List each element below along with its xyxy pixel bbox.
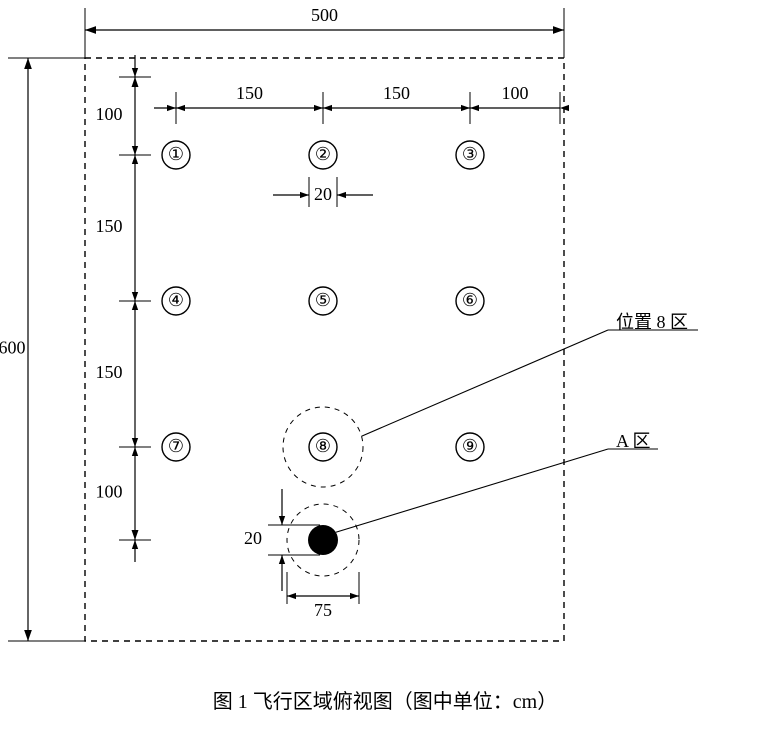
svg-text:100: 100: [96, 104, 123, 124]
svg-text:150: 150: [236, 83, 263, 103]
svg-text:⑦: ⑦: [168, 436, 184, 456]
svg-text:A 区: A 区: [616, 431, 651, 451]
svg-text:100: 100: [502, 83, 529, 103]
svg-text:20: 20: [314, 184, 332, 204]
flight-area-diagram: 500 600 100 150 150 100 150 150 100 ① ② ③ ④ ⑤ ⑥ ⑦ ⑧ ⑨ 20 20…: [0, 0, 770, 660]
svg-text:④: ④: [168, 290, 184, 310]
figure-caption: 图 1 飞行区域俯视图（图中单位：cm）: [0, 660, 770, 734]
svg-text:⑨: ⑨: [462, 436, 478, 456]
svg-text:500: 500: [311, 5, 338, 25]
svg-text:150: 150: [96, 362, 123, 382]
area-a-center: [308, 525, 338, 555]
svg-text:⑤: ⑤: [315, 290, 331, 310]
svg-text:600: 600: [0, 338, 26, 358]
svg-text:⑥: ⑥: [462, 290, 478, 310]
svg-text:150: 150: [383, 83, 410, 103]
svg-text:100: 100: [96, 482, 123, 502]
svg-text:位置 8 区: 位置 8 区: [616, 312, 688, 332]
svg-text:①: ①: [168, 144, 184, 164]
svg-text:③: ③: [462, 144, 478, 164]
svg-text:②: ②: [315, 144, 331, 164]
svg-text:⑧: ⑧: [315, 436, 331, 456]
svg-text:20: 20: [244, 528, 262, 548]
svg-text:75: 75: [314, 600, 332, 620]
svg-text:150: 150: [96, 216, 123, 236]
